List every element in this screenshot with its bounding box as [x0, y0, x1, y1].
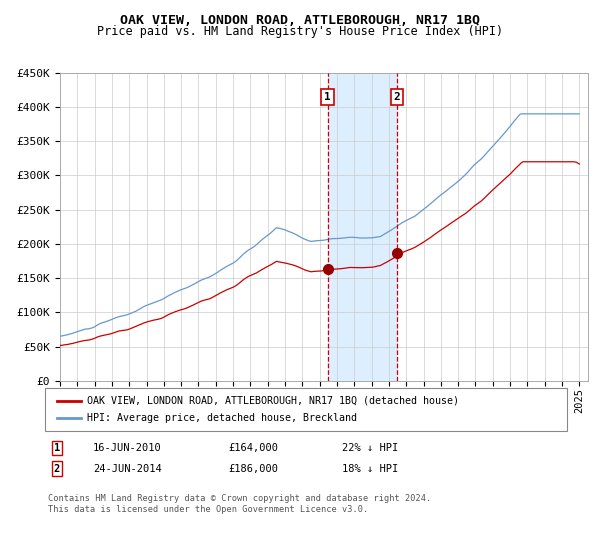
Text: £164,000: £164,000 [228, 443, 278, 453]
Text: 16-JUN-2010: 16-JUN-2010 [93, 443, 162, 453]
Text: OAK VIEW, LONDON ROAD, ATTLEBOROUGH, NR17 1BQ: OAK VIEW, LONDON ROAD, ATTLEBOROUGH, NR1… [120, 14, 480, 27]
Text: 18% ↓ HPI: 18% ↓ HPI [342, 464, 398, 474]
Text: 2: 2 [394, 92, 401, 102]
Text: 1: 1 [54, 443, 60, 453]
Text: 1: 1 [324, 92, 331, 102]
Text: £186,000: £186,000 [228, 464, 278, 474]
Text: Contains HM Land Registry data © Crown copyright and database right 2024.: Contains HM Land Registry data © Crown c… [48, 494, 431, 503]
Text: Price paid vs. HM Land Registry's House Price Index (HPI): Price paid vs. HM Land Registry's House … [97, 25, 503, 38]
Text: 24-JUN-2014: 24-JUN-2014 [93, 464, 162, 474]
Text: OAK VIEW, LONDON ROAD, ATTLEBOROUGH, NR17 1BQ (detached house): OAK VIEW, LONDON ROAD, ATTLEBOROUGH, NR1… [87, 396, 459, 406]
Text: This data is licensed under the Open Government Licence v3.0.: This data is licensed under the Open Gov… [48, 505, 368, 514]
Text: 22% ↓ HPI: 22% ↓ HPI [342, 443, 398, 453]
Text: 2: 2 [54, 464, 60, 474]
Text: HPI: Average price, detached house, Breckland: HPI: Average price, detached house, Brec… [87, 413, 357, 423]
Bar [328, 73, 397, 381]
